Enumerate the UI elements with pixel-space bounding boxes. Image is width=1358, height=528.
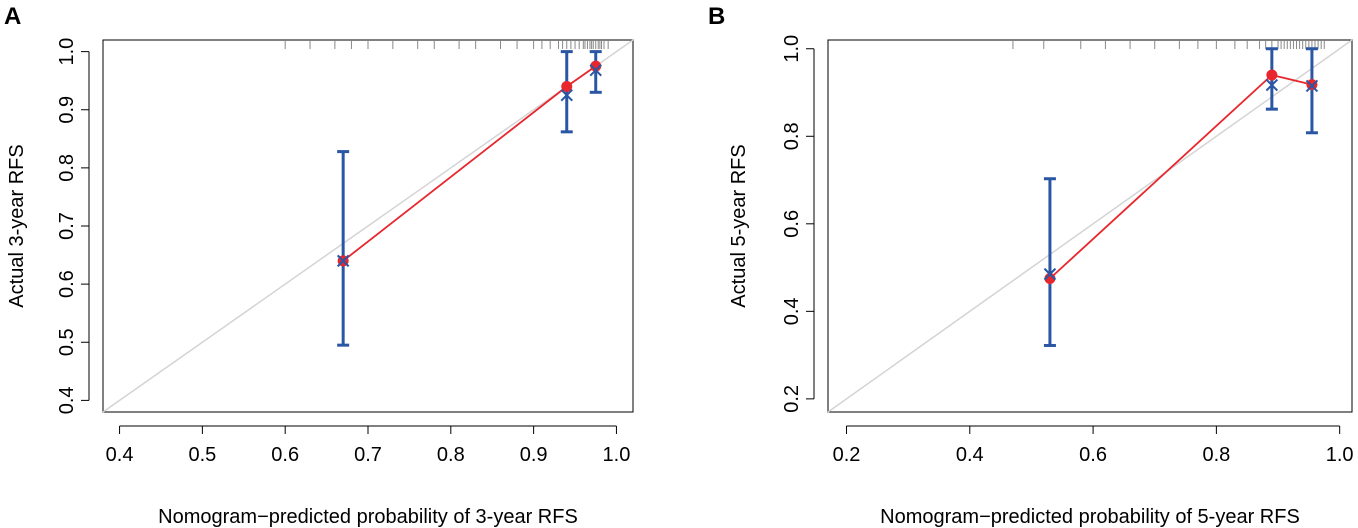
panel-a-corrected-cross-b: [560, 89, 573, 102]
panel-b-x-axis: 0.2 0.4 0.6 0.8 1.0: [833, 425, 1354, 466]
panel-a-y-tick-label: 0.7: [56, 212, 78, 240]
panel-b-corrected-cross-b: [1305, 79, 1319, 93]
panel-a-x-tick-label: 0.5: [188, 444, 216, 466]
panel-a-points: [336, 60, 602, 268]
panel-a-y-axis-title: Actual 3-year RFS: [6, 144, 28, 307]
panel-b-corrected-cross-b: [1265, 78, 1279, 92]
panel-a-letter: A: [4, 3, 21, 30]
panel-b-x-tick-label: 0.8: [1202, 444, 1230, 466]
panel-a-y-tick-label: 0.6: [56, 270, 78, 298]
panel-b-corrected-point: [1305, 79, 1319, 93]
panel-b-ideal-line: [827, 39, 1353, 413]
panel-b-letter: B: [708, 3, 725, 30]
panel-a-y-tick-label: 1.0: [56, 38, 78, 66]
panel-a-y-tick-label: 0.9: [56, 96, 78, 124]
panel-b-y-tick-label: 0.4: [781, 297, 803, 325]
panel-a-x-axis: 0.4 0.5 0.6 0.7 0.8 0.9 1.0: [106, 425, 631, 466]
panel-a: A 0.4 0.5 0.6 0.7 0.8 0.9 1.0 0.40.50.60.70.80…: [4, 3, 634, 528]
panel-a-y-tick-label: 0.5: [56, 328, 78, 356]
panel-a-x-axis-title: Nomogram−predicted probability of 3-year…: [158, 506, 578, 528]
panel-b: B 0.2 0.4 0.6 0.8 1.0 0.2 0.4 0.6 0.8 1.0 Nomogr…: [708, 3, 1354, 528]
panel-b-x-tick-label: 0.6: [1079, 444, 1107, 466]
panel-b-y-axis-title: Actual 5-year RFS: [728, 144, 750, 307]
panel-b-corrected-point: [1265, 78, 1279, 92]
panel-b-diagonal: [827, 39, 1353, 413]
panel-a-y-tick-label: 0.8: [56, 154, 78, 182]
panel-a-x-tick-label: 1.0: [603, 444, 631, 466]
panel-b-corrected-point: [1043, 267, 1057, 281]
panel-a-calibration-line: [342, 65, 597, 262]
panel-a-corrected-point: [336, 254, 350, 268]
panel-a-plot-frame: [102, 39, 634, 413]
panel-b-plot-frame: [827, 39, 1353, 413]
panel-a-observed-point: [590, 60, 602, 72]
panel-b-x-tick-label: 0.2: [833, 444, 861, 466]
panel-a-observed-line: [342, 65, 597, 262]
panel-a-ideal-line: [102, 39, 634, 413]
panel-a-y-axis: 0.4 0.5 0.6 0.7 0.8 0.9 1.0: [56, 38, 90, 414]
panel-b-x-axis-title: Nomogram−predicted probability of 5-year…: [880, 506, 1300, 528]
panel-a-error-bars: [337, 50, 602, 347]
panel-b-observed-point: [1266, 69, 1278, 81]
panel-a-corrected-cross-b: [336, 254, 350, 268]
panel-a-y-tick-label: 0.4: [56, 386, 78, 414]
panel-a-x-tick-label: 0.4: [106, 444, 134, 466]
panel-b-y-tick-label: 1.0: [781, 35, 803, 63]
panel-b-y-tick-label: 0.6: [781, 210, 803, 238]
panel-b-y-axis: 0.2 0.4 0.6 0.8 1.0: [781, 35, 815, 413]
panel-a-corrected-point: [560, 89, 573, 102]
panel-b-corrected-cross-b: [1043, 267, 1057, 281]
panel-a-corrected-cross-b: [589, 64, 602, 77]
panel-b-y-tick-label: 0.8: [781, 122, 803, 150]
panel-b-error-bars: [1043, 47, 1318, 347]
panel-b-points: [1043, 69, 1319, 285]
panel-a-diagonal: [102, 39, 634, 413]
panel-a-corrected-point: [589, 64, 602, 77]
panel-a-x-tick-label: 0.9: [520, 444, 548, 466]
panel-a-rug: [284, 41, 609, 49]
panel-a-x-tick-label: 0.6: [271, 444, 299, 466]
panel-b-x-tick-label: 1.0: [1326, 444, 1354, 466]
panel-a-x-tick-label: 0.8: [437, 444, 465, 466]
panel-b-rug: [1012, 41, 1325, 49]
panel-a-x-tick-label: 0.7: [354, 444, 382, 466]
panel-b-y-tick-label: 0.2: [781, 385, 803, 413]
panel-a-observed-point: [561, 81, 573, 92]
panel-b-x-tick-label: 0.4: [956, 444, 984, 466]
